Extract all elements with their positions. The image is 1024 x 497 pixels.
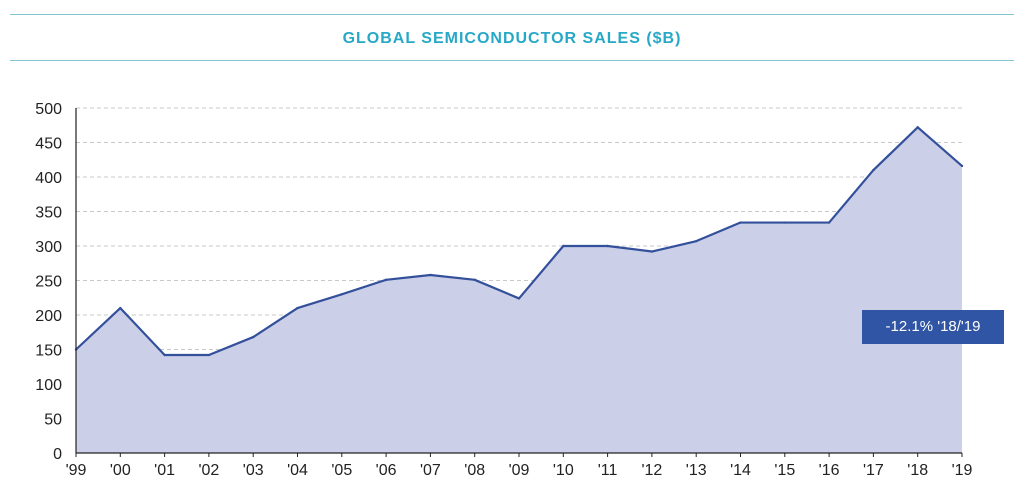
x-tick-label: '00 [110,462,131,479]
y-tick-label: 450 [35,136,62,153]
y-tick-label: 250 [35,274,62,291]
data-point [739,221,742,224]
data-point [916,126,919,129]
data-point [340,293,343,296]
data-point [695,239,698,243]
y-tick-label: 0 [53,446,62,463]
area-layer [74,126,964,453]
x-tick-label: '99 [66,462,87,479]
sales-area [76,127,962,453]
x-tick-label: '05 [331,462,352,479]
data-point [473,278,476,282]
data-point [827,221,831,224]
data-point [163,353,166,357]
x-tick-label: '02 [198,462,219,479]
x-tick-label: '04 [287,462,308,479]
x-tick-label: '12 [641,462,662,479]
chart-title: GLOBAL SEMICONDUCTOR SALES ($B) [342,30,682,47]
x-tick-label: '07 [420,462,441,479]
x-tick-label: '09 [509,462,530,479]
change-callout: -12.1% '18/'19 [862,310,1004,344]
data-point [517,297,521,300]
x-tick-label: '19 [952,462,973,479]
x-tick-label: '03 [243,462,264,479]
data-point [207,353,211,357]
data-point [872,168,875,172]
data-point [783,221,786,224]
x-tick-label: '15 [774,462,795,479]
y-tick-label: 500 [35,101,62,118]
data-point [296,306,299,310]
y-tick-label: 400 [35,170,62,187]
x-tick-label: '06 [376,462,397,479]
y-tick-label: 50 [44,412,62,429]
x-tick-label: '01 [154,462,175,479]
x-tick-labels: '99 '00 '01 '02 '03 '04 '05 '06 '07 '08 '09 '10 '11 '… [66,462,973,479]
y-tick-label: 350 [35,205,62,222]
data-point [384,278,388,282]
data-point [119,306,122,310]
x-tick-label: '14 [730,462,751,479]
y-tick-label: 200 [35,308,62,325]
data-point [606,244,609,248]
data-point [252,335,255,339]
data-point [562,244,565,248]
y-tick-label: 100 [35,377,62,394]
x-tick-label: '08 [464,462,485,479]
title-band: GLOBAL SEMICONDUCTOR SALES ($B) [10,14,1014,61]
data-point [429,273,432,277]
y-tick-label: 300 [35,239,62,256]
x-tick-label: '16 [819,462,840,479]
x-tick-label: '18 [907,462,928,479]
y-tick-label: 150 [35,343,62,360]
axis-layer [75,108,963,457]
x-tick-label: '17 [863,462,884,479]
x-tick-label: '10 [553,462,574,479]
x-tick-label: '13 [686,462,707,479]
y-tick-labels: 0 50 100 150 200 250 300 350 400 450 500 [35,101,62,463]
data-point [650,250,654,253]
x-tick-label: '11 [598,462,618,479]
data-point [960,164,964,168]
